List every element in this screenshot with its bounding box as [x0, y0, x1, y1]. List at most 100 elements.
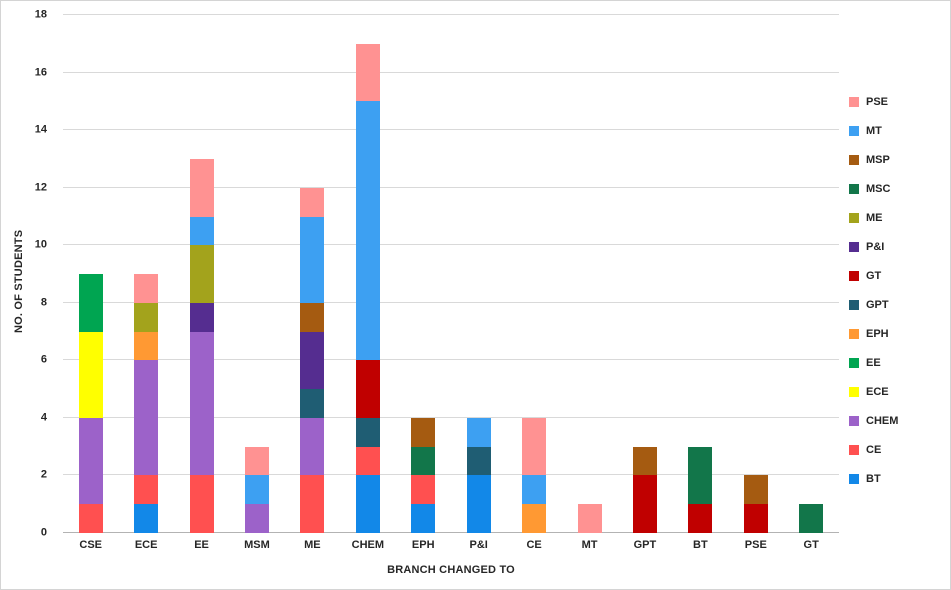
stacked-bar-GT	[799, 504, 824, 533]
legend-swatch-CE	[849, 444, 859, 455]
legend-swatch-GT	[849, 270, 859, 281]
bar-segment-ME-CHEM	[300, 417, 325, 476]
legend-swatch-MSP	[849, 154, 859, 165]
legend-item-BT: BT	[849, 464, 898, 493]
stacked-bar-CSE	[78, 274, 103, 533]
gridline	[63, 186, 839, 188]
legend-swatch-GPT	[849, 299, 859, 310]
gridline	[63, 71, 839, 73]
bar-segment-ME-P&I	[300, 331, 325, 390]
legend-label-P&I: P&I	[866, 240, 885, 253]
x-category-label-EE: EE	[194, 539, 209, 551]
legend-swatch-MSC	[849, 183, 859, 194]
legend-label-EPH: EPH	[866, 327, 889, 340]
legend-label-ME: ME	[866, 211, 883, 224]
stacked-bar-CE	[522, 417, 547, 533]
legend-swatch-ME	[849, 212, 859, 223]
y-tick-label: 12	[34, 181, 47, 194]
legend-label-BT: BT	[866, 472, 881, 485]
bar-segment-ME-MT	[300, 216, 325, 303]
chart-legend: PSE MT MSP MSC ME P&I GT GPT EPH EE ECE CHEM CE BT	[849, 87, 898, 493]
bar-segment-CHEM-MT	[355, 101, 380, 361]
bar-segment-ME-GPT	[300, 389, 325, 418]
bar-column-MSM	[229, 15, 284, 533]
plot-area	[63, 14, 839, 533]
legend-item-ECE: ECE	[849, 377, 898, 406]
bar-segment-EE-CHEM	[189, 331, 214, 476]
legend-item-ME: ME	[849, 203, 898, 232]
y-tick-label: 4	[40, 411, 47, 424]
bar-segment-CHEM-PSE	[355, 43, 380, 102]
x-axis-title: BRANCH CHANGED TO	[387, 564, 515, 576]
bar-segment-MSM-CHEM	[244, 504, 269, 533]
bar-segment-CHEM-GT	[355, 360, 380, 418]
bar-segment-CSE-CE	[78, 504, 103, 533]
bar-segment-CSE-EE	[78, 274, 103, 332]
y-tick-label: 2	[40, 468, 47, 481]
y-axis-ticks: 0 2 4 6 8 10 12 14 16 18	[1, 9, 57, 538]
legend-swatch-CHEM	[849, 415, 859, 426]
x-category-label-GT: GT	[803, 539, 819, 551]
gridline	[63, 14, 839, 15]
bar-segment-ECE-CHEM	[134, 360, 159, 476]
stacked-bar-EPH	[411, 417, 436, 533]
bar-segment-MT-PSE	[577, 504, 602, 533]
bar-segment-ECE-ME	[134, 302, 159, 332]
bar-column-GT	[783, 15, 838, 533]
bar-segment-P&I-MT	[466, 417, 491, 447]
bar-segment-CE-MT	[522, 475, 547, 505]
x-category-label-ME: ME	[304, 539, 321, 551]
x-category-label-PSE: PSE	[744, 539, 767, 551]
bar-segment-CE-PSE	[522, 417, 547, 476]
bar-segment-ECE-PSE	[134, 274, 159, 303]
bar-segment-MSM-MT	[244, 475, 269, 505]
x-category-label-CSE: CSE	[79, 539, 103, 551]
stacked-bar-EE	[189, 158, 214, 533]
legend-swatch-PSE	[849, 96, 859, 107]
bar-segment-GPT-MSP	[632, 446, 657, 476]
x-category-label-MT: MT	[581, 539, 598, 551]
stacked-bar-ECE	[134, 274, 159, 533]
legend-label-CHEM: CHEM	[866, 414, 899, 427]
legend-swatch-MT	[849, 125, 859, 136]
stacked-bar-MSM	[244, 446, 269, 533]
x-category-label-CE: CE	[526, 539, 542, 551]
bar-column-MT	[562, 15, 617, 533]
bar-segment-ECE-CE	[134, 475, 159, 505]
legend-item-GT: GT	[849, 261, 898, 290]
bar-segment-ME-CE	[300, 475, 325, 533]
bar-segment-EE-CE	[189, 475, 214, 533]
x-category-label-BT: BT	[693, 539, 708, 551]
bar-segment-ECE-BT	[134, 504, 159, 533]
bar-segment-CHEM-CE	[355, 446, 380, 476]
legend-item-EPH: EPH	[849, 319, 898, 348]
legend-item-CHEM: CHEM	[849, 406, 898, 435]
legend-item-EE: EE	[849, 348, 898, 377]
legend-label-GPT: GPT	[866, 298, 889, 311]
bar-segment-EE-ME	[189, 245, 214, 303]
y-tick-label: 8	[40, 296, 47, 309]
y-tick-label: 6	[40, 353, 47, 366]
legend-label-MSC: MSC	[866, 182, 891, 195]
x-axis-categories: CSE ECE EE MSM ME CHEM EPH P&I CE MT GPT BT PSE GT	[63, 539, 839, 551]
bar-column-ECE	[118, 15, 173, 533]
bar-column-CHEM	[340, 15, 395, 533]
bar-segment-PSE-MSP	[743, 475, 768, 505]
stacked-bar-GPT	[632, 446, 657, 533]
bar-segment-CSE-CHEM	[78, 417, 103, 505]
x-category-label-GPT: GPT	[633, 539, 657, 551]
stacked-bar-MT	[577, 504, 602, 533]
legend-label-MT: MT	[866, 124, 882, 137]
gridline	[63, 359, 839, 361]
bar-column-P&I	[451, 15, 506, 533]
legend-swatch-EPH	[849, 328, 859, 339]
gridline	[63, 244, 839, 246]
legend-label-CE: CE	[866, 443, 882, 456]
bar-segment-P&I-BT	[466, 475, 491, 533]
y-tick-label: 0	[40, 526, 47, 539]
bar-column-CSE	[63, 15, 118, 533]
bar-segment-GPT-GT	[632, 475, 657, 533]
gridline	[63, 416, 839, 418]
legend-swatch-P&I	[849, 241, 859, 252]
bars-layer	[63, 15, 839, 533]
